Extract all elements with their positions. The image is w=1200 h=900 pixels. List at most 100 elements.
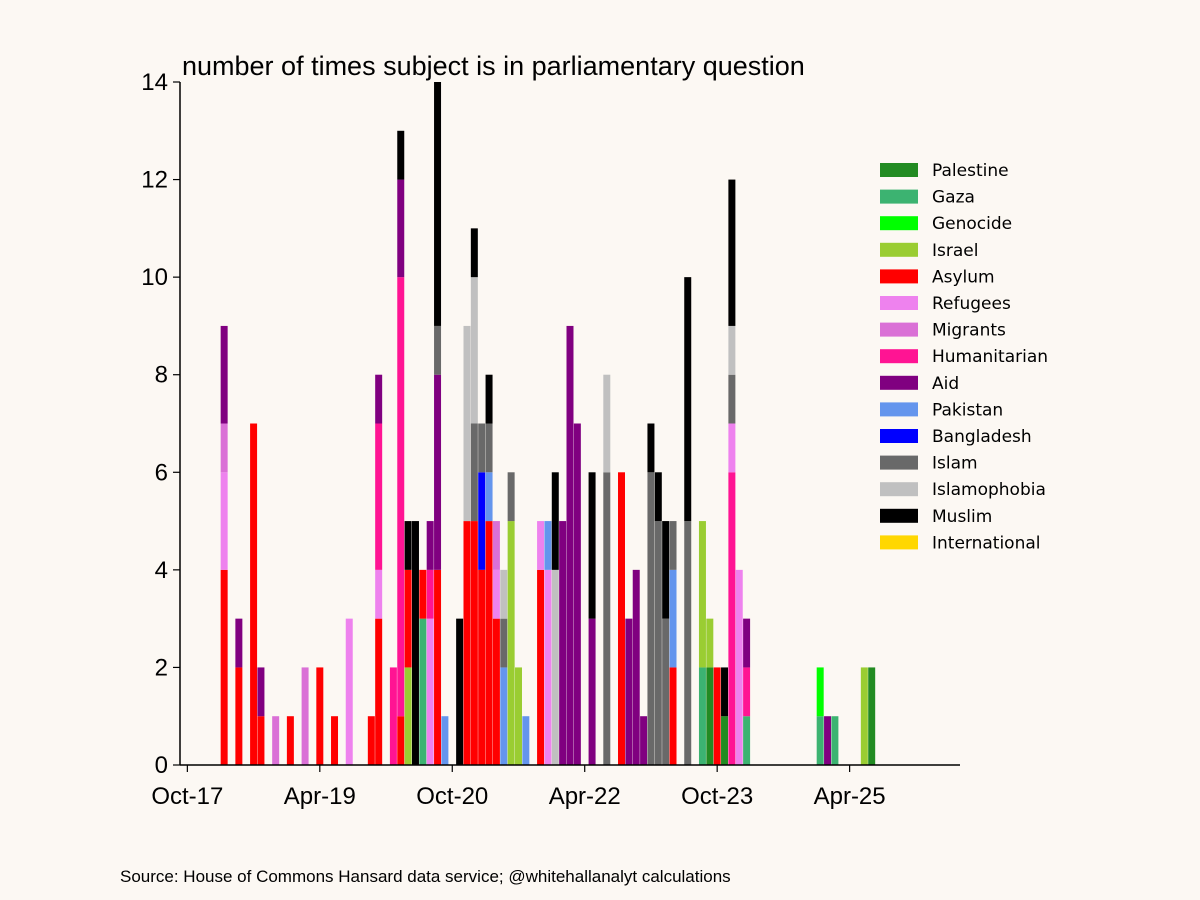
bar-segment-migrants-0 (221, 424, 228, 473)
bar-segment-refugees-30 (537, 521, 544, 570)
x-tick-label-apr-22: Apr-22 (549, 783, 621, 810)
bar-segment-pakistan-26 (500, 667, 507, 765)
bar-segment-asylum-45 (670, 667, 677, 765)
bar-segment-humanitarian-12 (390, 667, 397, 765)
y-tick-label-12: 12 (141, 167, 168, 194)
legend-swatch-migrants (880, 323, 918, 337)
bar-segment-muslim-46 (684, 277, 691, 521)
bar-segment-aid-41 (640, 716, 647, 765)
bar-segment-muslim-22 (471, 228, 478, 277)
bar-segment-refugees-31 (544, 570, 551, 765)
bar-segment-asylum-7 (316, 667, 323, 765)
legend-label-islamophobia: Islamophobia (932, 480, 1046, 500)
y-tick-label-2: 2 (155, 654, 168, 681)
legend-swatch-islamophobia (880, 482, 918, 496)
bar-segment-aid-33 (559, 521, 566, 765)
bar-segment-israel-14 (405, 667, 412, 765)
legend-swatch-humanitarian (880, 349, 918, 363)
bar-segment-israel-48 (706, 619, 713, 668)
bar-segment-israel-28 (515, 667, 522, 765)
legend-label-pakistan: Pakistan (932, 400, 1003, 420)
bar-segment-islamophobia-51 (728, 326, 735, 375)
legend-label-gaza: Gaza (932, 188, 975, 208)
bar-segment-islam-23 (478, 424, 485, 473)
bar-segment-refugees-9 (346, 619, 353, 765)
bar-segment-humanitarian-11 (375, 424, 382, 570)
bar-segment-gaza-47 (699, 667, 706, 765)
legend-swatch-genocide (880, 216, 918, 230)
bar-segment-palestine-58 (868, 667, 875, 765)
bar-segment-asylum-10 (368, 716, 375, 765)
bar-segment-asylum-14 (405, 570, 412, 668)
chart: 02468101214Oct-17 Apr-19 Oct-20 Apr-22 Oct-2… (0, 0, 1200, 900)
bar-segment-aid-3 (257, 667, 264, 716)
bar-segment-refugees-52 (736, 570, 743, 765)
bar-segment-aid-34 (567, 326, 574, 765)
bar-segment-aid-1 (235, 619, 242, 668)
bar-segment-pakistan-19 (441, 716, 448, 765)
bar-segment-muslim-44 (662, 521, 669, 619)
legend-swatch-pakistan (880, 402, 918, 416)
bar-segment-asylum-13 (397, 716, 404, 765)
bar-segment-aid-0 (221, 326, 228, 424)
bar-segment-asylum-25 (493, 619, 500, 765)
legend-label-humanitarian: Humanitarian (932, 347, 1048, 367)
bar-segment-aid-11 (375, 375, 382, 424)
legend-label-bangladesh: Bangladesh (932, 427, 1032, 447)
bar-segment-migrants-25 (493, 521, 500, 570)
bar-segment-gaza-16 (419, 619, 426, 765)
source-note: Source: House of Commons Hansard data se… (120, 867, 731, 886)
bar-segment-muslim-43 (655, 472, 662, 521)
bar-segment-refugees-0 (221, 472, 228, 570)
bar-segment-israel-47 (699, 521, 706, 667)
bar-segment-islam-46 (684, 521, 691, 765)
bar-segment-muslim-51 (728, 180, 735, 326)
bar-segment-asylum-1 (235, 667, 242, 765)
bar-segment-gaza-53 (743, 716, 750, 765)
bar-segment-asylum-22 (471, 521, 478, 765)
bar-segment-genocide-54 (817, 667, 824, 716)
bar-segment-muslim-13 (397, 131, 404, 180)
bar-segment-aid-40 (633, 570, 640, 765)
legend-label-israel: Israel (932, 241, 978, 261)
bar-segment-israel-57 (861, 667, 868, 765)
bar-segment-asylum-18 (434, 570, 441, 765)
legend-swatch-bangladesh (880, 429, 918, 443)
bar-segment-islam-18 (434, 326, 441, 375)
bar-segment-palestine-50 (721, 716, 728, 765)
legend: PalestineGazaGenocideIsraelAsylumRefugee… (880, 161, 1048, 553)
bar-segment-aid-35 (574, 424, 581, 766)
bar-segment-islamophobia-26 (500, 570, 507, 619)
bar-segment-pakistan-45 (670, 570, 677, 668)
bar-segment-islam-42 (647, 472, 654, 765)
bar-segment-aid-17 (427, 521, 434, 570)
legend-label-muslim: Muslim (932, 507, 992, 527)
bar-segment-refugees-11 (375, 570, 382, 619)
bar-segment-pakistan-29 (522, 716, 529, 765)
x-tick-label-apr-25: Apr-25 (814, 783, 886, 810)
x-tick-label-oct-23: Oct-23 (681, 783, 753, 810)
bar-segment-islam-44 (662, 619, 669, 765)
bar-segment-aid-13 (397, 180, 404, 278)
bar-segment-asylum-30 (537, 570, 544, 765)
bar-segment-islam-22 (471, 424, 478, 522)
bar-segment-muslim-50 (721, 667, 728, 716)
bar-segment-islamophobia-22 (471, 277, 478, 423)
bar-segment-humanitarian-51 (728, 472, 735, 765)
bar-segment-humanitarian-17 (427, 570, 434, 619)
bar-segment-bangladesh-23 (478, 472, 485, 570)
bar-segment-islamophobia-21 (463, 326, 470, 521)
bar-segment-islam-37 (603, 472, 610, 765)
bar-segment-humanitarian-53 (743, 667, 750, 716)
y-tick-label-10: 10 (141, 264, 168, 291)
bar-segment-asylum-23 (478, 570, 485, 765)
bar-segment-islam-24 (486, 424, 493, 473)
bar-segment-asylum-2 (250, 424, 257, 766)
legend-label-palestine: Palestine (932, 161, 1009, 181)
legend-swatch-international (880, 535, 918, 549)
bar-segment-asylum-0 (221, 570, 228, 765)
legend-label-asylum: Asylum (932, 267, 995, 287)
bar-segment-aid-53 (743, 619, 750, 668)
bar-segment-muslim-14 (405, 521, 412, 570)
bar-segment-asylum-5 (287, 716, 294, 765)
